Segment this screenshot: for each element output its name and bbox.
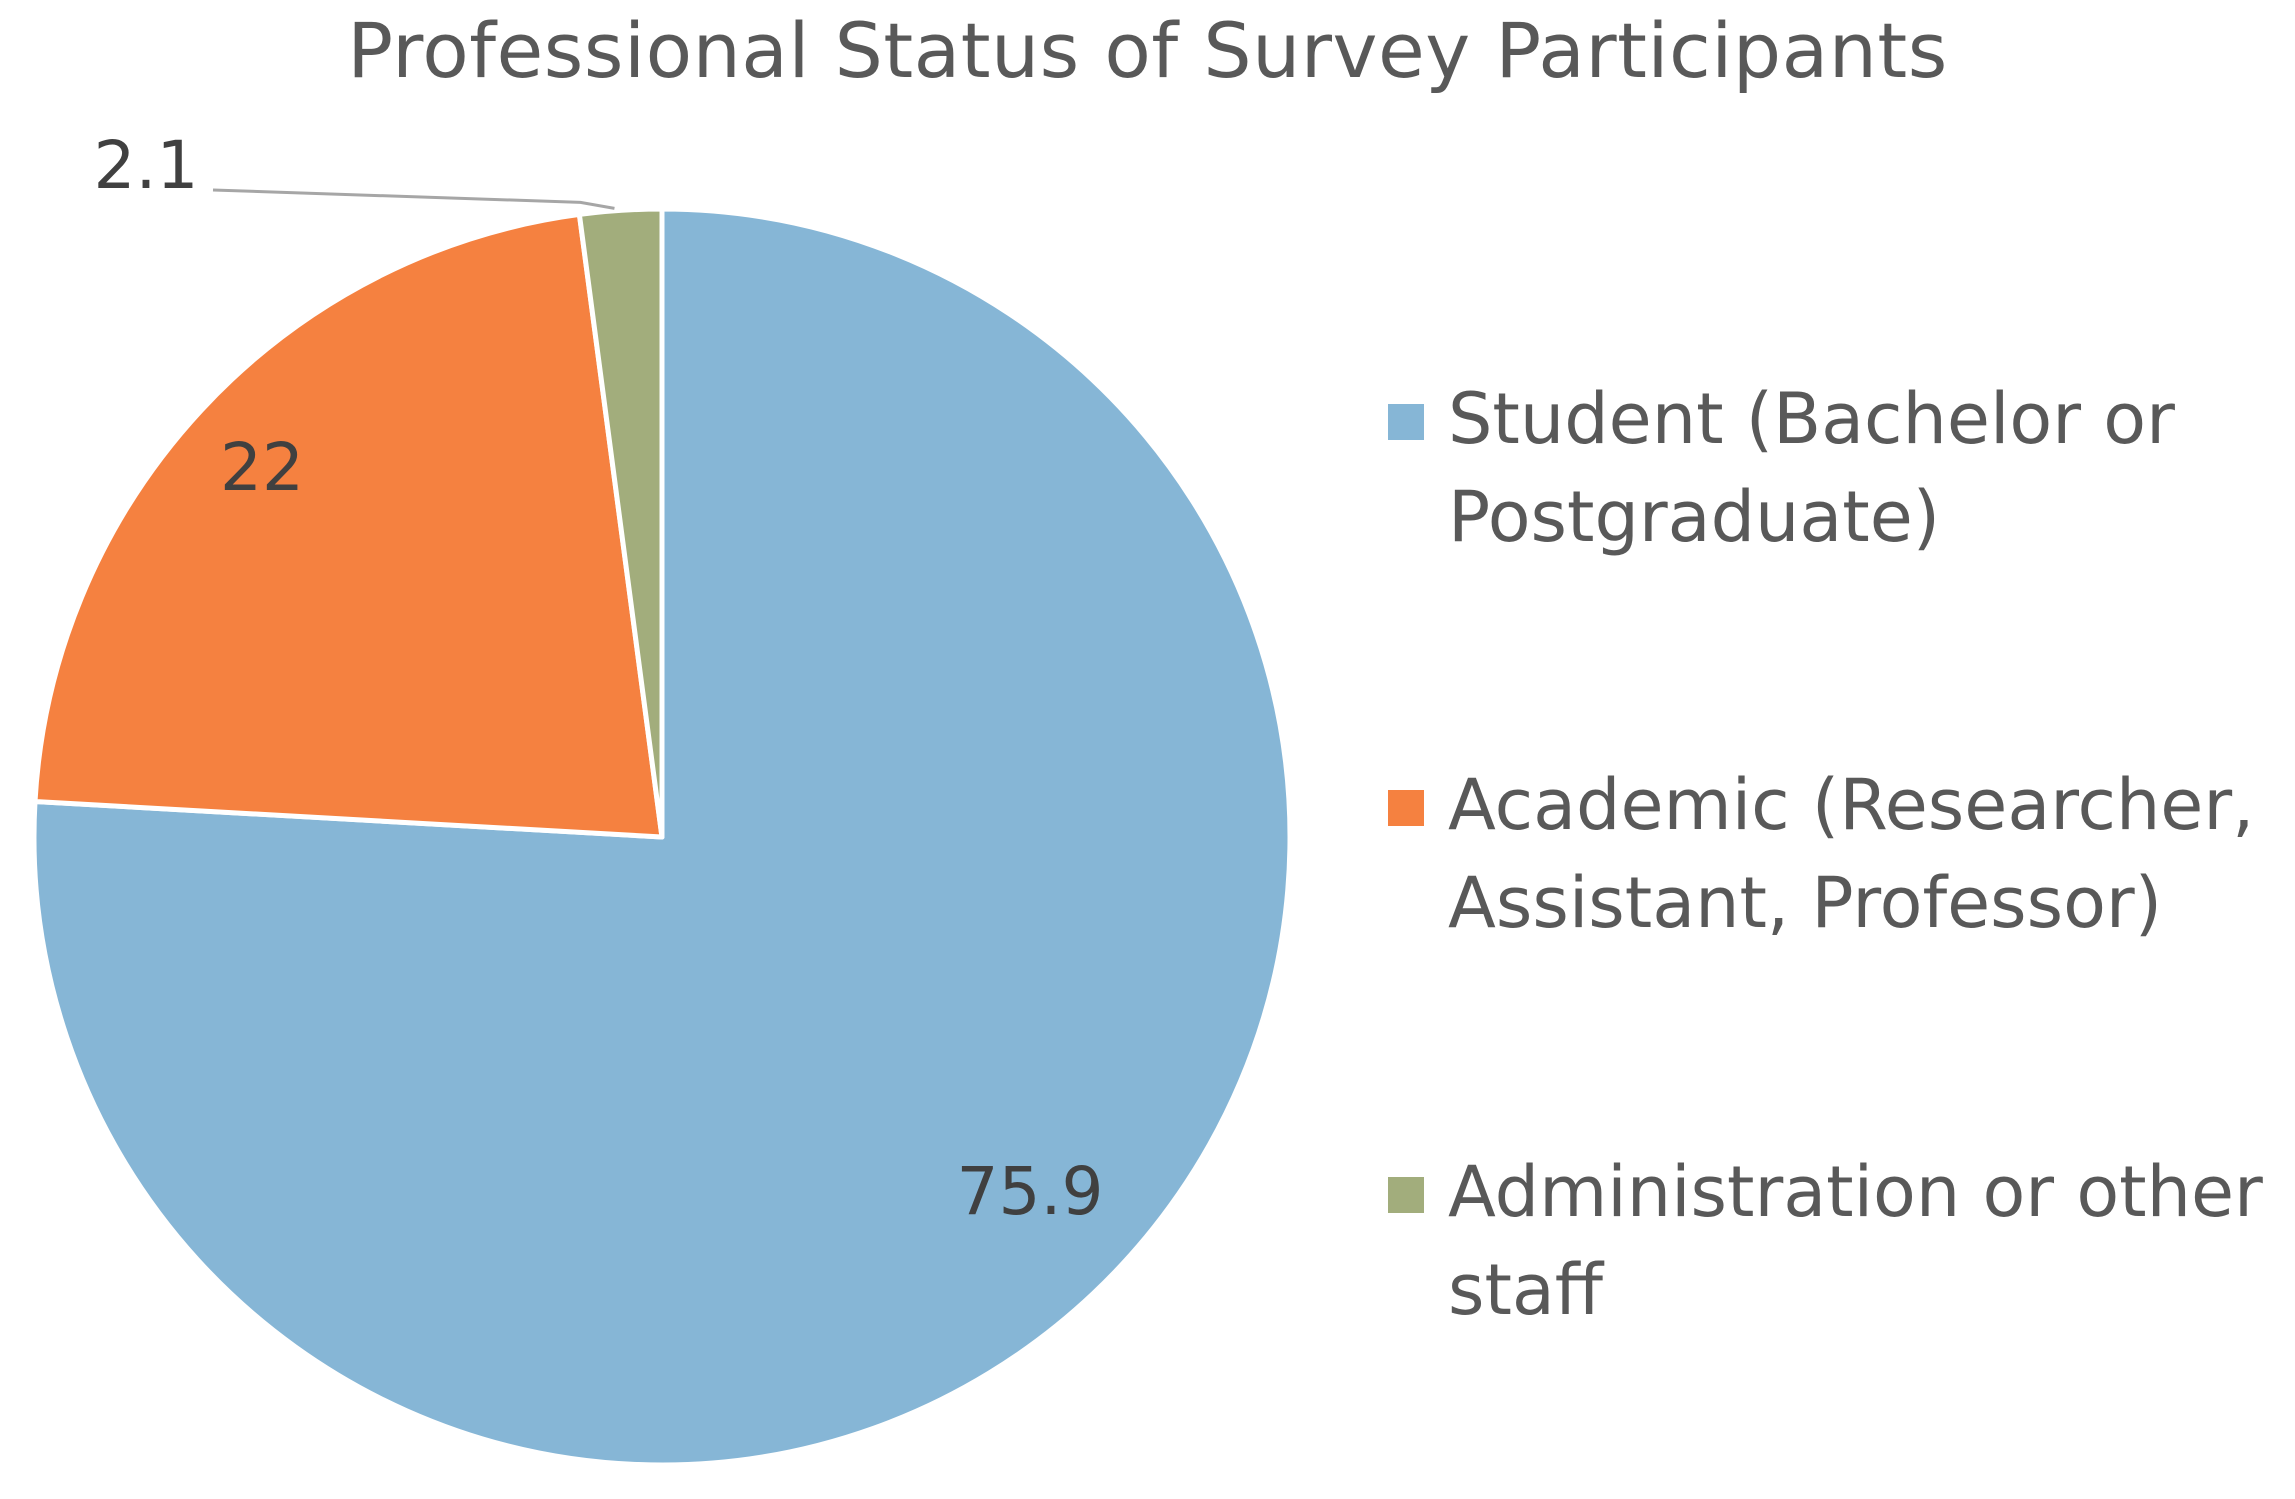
legend-swatch-administration (1388, 1177, 1424, 1213)
legend-item-academic: Academic (Researcher, Assistant, Profess… (1388, 756, 2288, 952)
data-label-student: 75.9 (957, 1153, 1104, 1230)
legend-label-student: Student (Bachelor or Postgraduate) (1448, 378, 2175, 558)
data-label-administration: 2.1 (94, 127, 199, 204)
pie-slice-administration (576, 206, 665, 840)
leader-line-administration (212, 188, 615, 210)
pie-slice-student (31, 206, 1293, 1468)
legend-item-administration: Administration or other staff (1388, 1143, 2288, 1339)
data-label-academic: 22 (220, 429, 304, 506)
legend-item-student: Student (Bachelor or Postgraduate) (1388, 370, 2288, 566)
legend-label-administration: Administration or other staff (1448, 1151, 2263, 1331)
pie-slice-academic (32, 211, 665, 840)
legend-label-academic: Academic (Researcher, Assistant, Profess… (1448, 764, 2255, 944)
legend-swatch-student (1388, 404, 1424, 440)
legend-swatch-academic (1388, 790, 1424, 826)
chart-title: Professional Status of Survey Participan… (347, 6, 1948, 95)
